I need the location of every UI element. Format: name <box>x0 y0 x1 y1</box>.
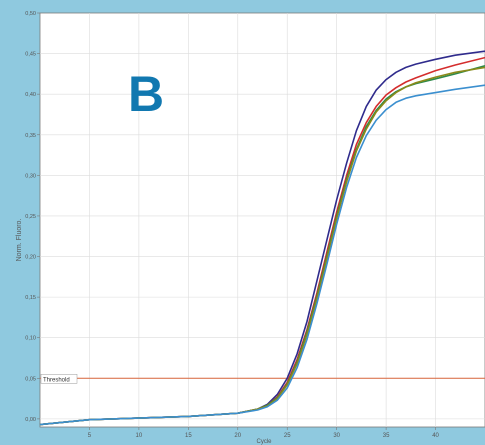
y-tick-label: 0,10 <box>25 336 36 342</box>
grid <box>40 13 485 427</box>
y-axis: 0,00 0,05 0,10 0,15 0,20 0,25 0,30 0,35 0,40 0,45… <box>25 11 40 423</box>
x-tick-label: 15 <box>185 433 192 439</box>
threshold-label-box <box>40 374 78 384</box>
y-axis-label: Norm. Fluoro. <box>16 219 23 262</box>
x-axis-label: Cycle <box>256 439 272 445</box>
x-axis: 5 10 15 20 25 30 35 40 <box>88 427 440 439</box>
x-tick-label: 25 <box>284 433 291 439</box>
y-tick-label: 0,05 <box>25 376 36 382</box>
y-tick-label: 0,00 <box>25 417 36 423</box>
threshold: Threshold <box>40 374 485 384</box>
x-tick-label: 30 <box>333 433 340 439</box>
y-tick-label: 0,25 <box>25 214 36 220</box>
y-tick-label: 0,45 <box>25 52 36 58</box>
panel-letter: B <box>128 66 164 122</box>
y-tick-label: 0,30 <box>25 173 36 179</box>
threshold-label: Threshold <box>43 377 70 383</box>
y-tick-label: 0,15 <box>25 295 36 301</box>
x-tick-label: 5 <box>88 433 92 439</box>
x-tick-label: 35 <box>383 433 390 439</box>
series-lines <box>39 50 485 426</box>
plot-area <box>39 12 485 428</box>
y-tick-label: 0,35 <box>25 133 36 139</box>
x-tick-label: 40 <box>432 433 439 439</box>
x-tick-label: 10 <box>136 433 143 439</box>
y-tick-label: 0,20 <box>25 255 36 261</box>
series-line-5 <box>39 84 485 426</box>
x-tick-label: 20 <box>234 433 241 439</box>
y-tick-label: 0,50 <box>25 11 36 17</box>
y-tick-label: 0,40 <box>25 92 36 98</box>
